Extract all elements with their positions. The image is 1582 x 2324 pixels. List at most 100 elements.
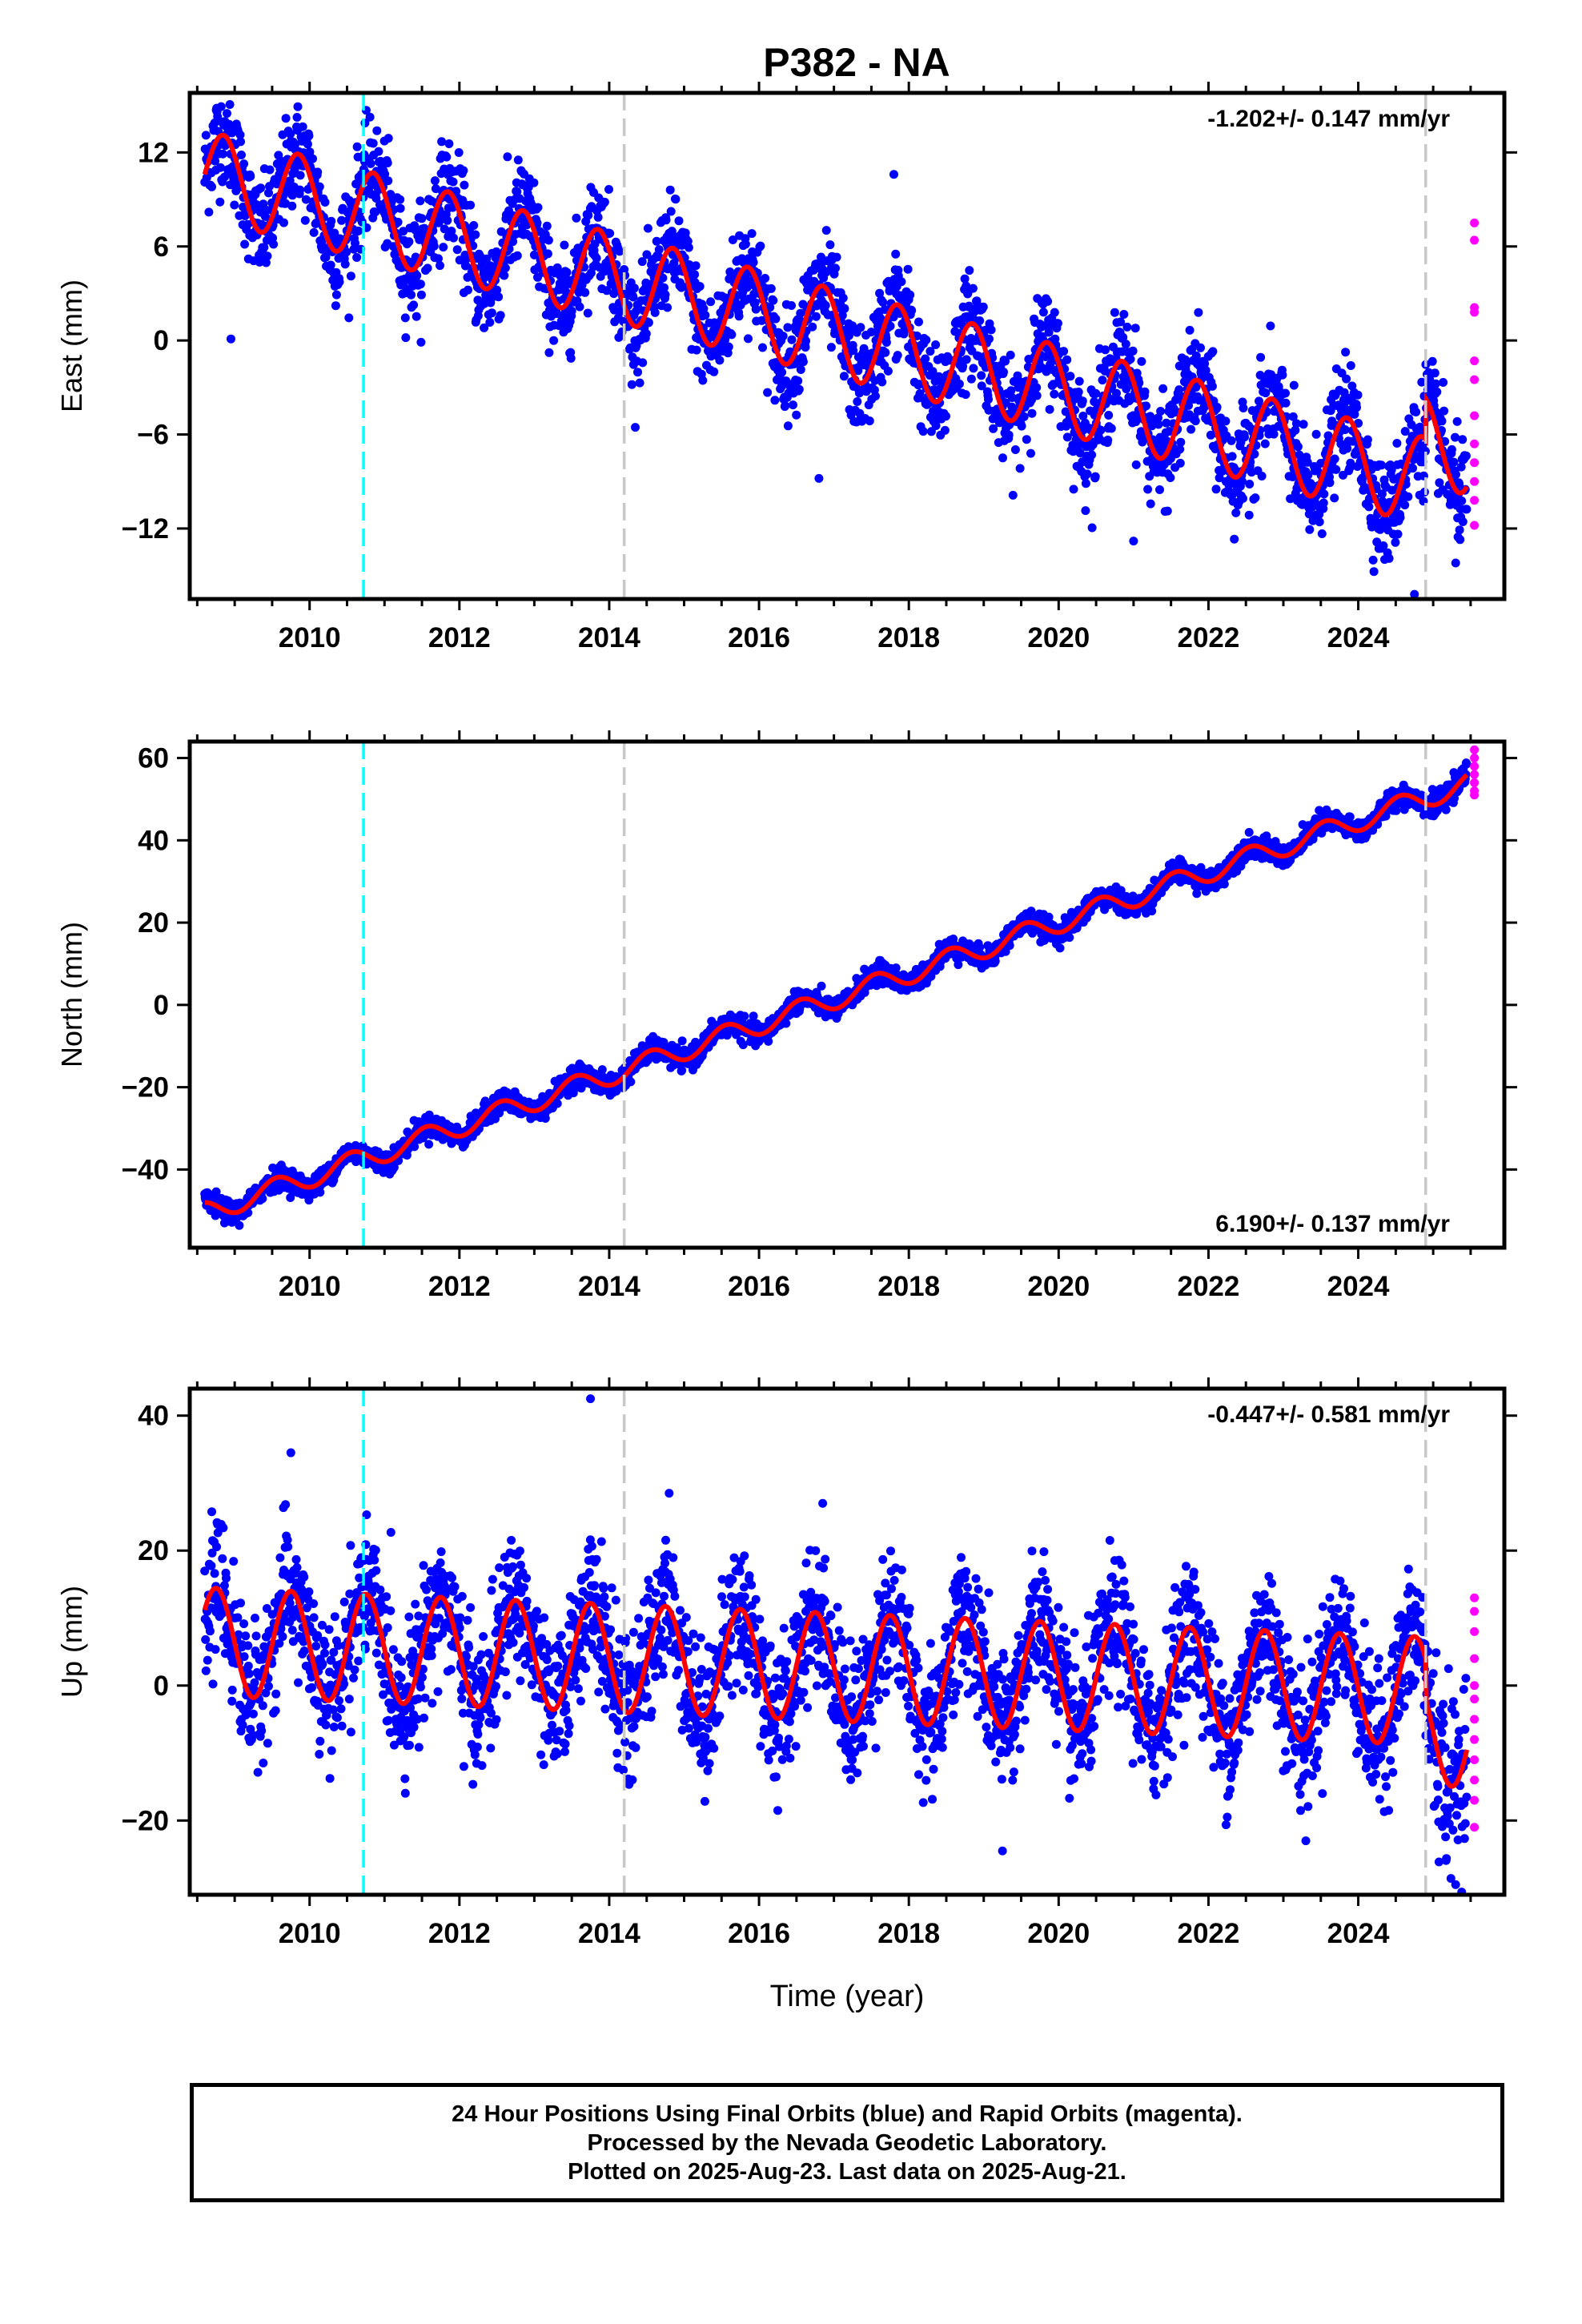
final-point — [215, 163, 225, 172]
final-point — [1384, 553, 1394, 563]
final-point — [508, 237, 518, 247]
final-point — [674, 216, 684, 226]
final-point — [305, 147, 315, 157]
final-point — [954, 380, 964, 388]
final-point — [1289, 380, 1299, 390]
final-point — [1343, 444, 1352, 453]
outlier-point — [1129, 537, 1138, 546]
final-point — [239, 159, 249, 169]
final-point — [401, 333, 411, 343]
final-point — [448, 177, 458, 187]
final-point — [327, 216, 336, 226]
final-point — [335, 277, 344, 287]
final-point — [685, 260, 694, 269]
final-point — [921, 354, 930, 364]
final-point — [331, 301, 340, 311]
final-point — [383, 159, 392, 167]
final-point — [615, 247, 624, 256]
final-point — [721, 335, 730, 344]
final-point — [482, 254, 492, 263]
final-point — [734, 312, 744, 321]
north-plot-area — [200, 745, 1480, 1230]
final-point — [1201, 366, 1211, 375]
final-point — [635, 378, 644, 388]
final-point — [1452, 416, 1462, 426]
final-point — [352, 142, 362, 151]
final-point — [399, 227, 408, 236]
final-point — [1323, 431, 1333, 440]
final-point — [914, 317, 923, 327]
final-point — [1461, 451, 1471, 460]
final-point — [407, 290, 416, 300]
final-point — [940, 425, 950, 435]
final-point — [692, 345, 701, 355]
x-tick-label: 2020 — [1027, 622, 1090, 653]
final-point — [496, 227, 506, 236]
final-point — [315, 182, 324, 191]
final-point — [665, 185, 675, 195]
final-point — [1140, 387, 1150, 396]
final-point — [832, 252, 841, 262]
final-point — [986, 325, 996, 335]
final-point — [1449, 457, 1459, 467]
final-point — [891, 249, 901, 259]
final-point — [1191, 351, 1201, 360]
final-point — [513, 155, 523, 165]
final-point — [211, 1187, 221, 1196]
final-point — [787, 335, 797, 344]
final-point — [466, 200, 476, 210]
final-point — [230, 200, 239, 210]
final-point — [883, 366, 893, 376]
final-point — [437, 137, 447, 147]
final-point — [1346, 458, 1355, 468]
final-point — [1319, 498, 1328, 508]
final-point — [1075, 448, 1085, 458]
final-point — [416, 279, 425, 289]
final-point — [371, 194, 381, 203]
final-point — [1353, 390, 1363, 400]
final-point — [1354, 419, 1363, 428]
final-point — [449, 233, 458, 243]
final-point — [977, 381, 986, 391]
final-point — [633, 368, 642, 377]
final-point — [1240, 432, 1249, 442]
final-point — [787, 301, 796, 310]
final-point — [642, 250, 652, 259]
final-point — [817, 981, 826, 991]
final-point — [975, 316, 985, 325]
final-point — [225, 100, 235, 109]
y-tick-label: 6 — [154, 231, 169, 263]
final-point — [263, 251, 272, 261]
final-point — [1377, 489, 1387, 499]
final-point — [1251, 493, 1260, 503]
final-point — [235, 1220, 244, 1230]
east-rapid-orbit-points — [1470, 218, 1480, 530]
final-point — [303, 139, 312, 149]
final-point — [575, 302, 584, 312]
final-point — [396, 203, 405, 213]
final-point — [701, 311, 710, 320]
final-point — [436, 261, 444, 271]
final-point — [837, 311, 847, 320]
final-point — [1431, 379, 1440, 388]
final-point — [592, 253, 601, 263]
final-point — [724, 342, 733, 352]
final-point — [781, 401, 790, 411]
final-point — [871, 392, 880, 401]
final-point — [727, 330, 737, 340]
final-point — [604, 185, 613, 194]
final-point — [961, 390, 970, 400]
final-point — [317, 238, 327, 247]
final-point — [320, 198, 330, 207]
final-point — [1001, 398, 1010, 408]
final-point — [659, 1038, 669, 1047]
final-point — [452, 245, 462, 255]
final-point — [966, 374, 976, 384]
final-point — [777, 368, 787, 377]
final-point — [487, 308, 496, 318]
final-point — [1098, 376, 1107, 385]
final-point — [792, 410, 801, 420]
final-point — [1078, 412, 1088, 420]
final-point — [1069, 485, 1078, 494]
final-point — [416, 337, 426, 347]
